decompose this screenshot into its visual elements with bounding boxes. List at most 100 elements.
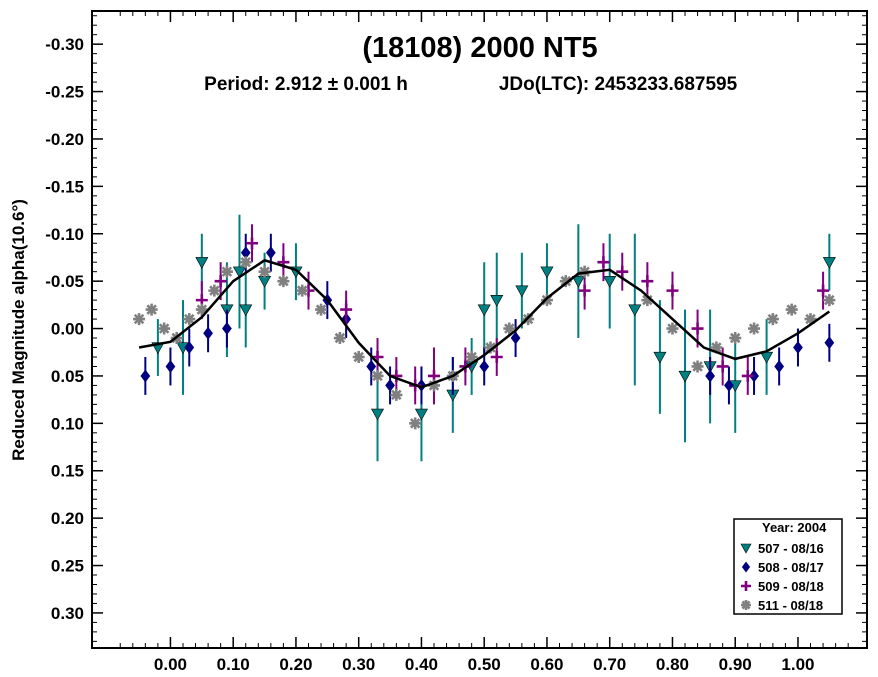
data-point <box>510 331 521 345</box>
data-point <box>515 285 529 298</box>
data-point <box>340 303 353 316</box>
legend-box <box>733 518 843 615</box>
fit-curve-line <box>138 258 831 389</box>
data-point <box>716 360 729 373</box>
data-point <box>371 369 384 382</box>
data-point <box>195 303 208 316</box>
data-point <box>333 332 346 345</box>
data-point <box>578 284 591 297</box>
y-tick-label: 0.15 <box>51 462 84 481</box>
data-point <box>133 313 146 326</box>
data-point <box>705 369 715 383</box>
data-point <box>571 276 585 288</box>
data-point <box>258 276 272 288</box>
data-point <box>477 304 491 317</box>
fit-curve <box>138 258 831 389</box>
data-point <box>140 369 151 383</box>
y-tick-label: 0.05 <box>51 367 84 386</box>
data-point <box>774 359 785 373</box>
x-tick-label: 0.20 <box>279 655 312 674</box>
data-point <box>315 303 328 316</box>
x-tick-label: 0.90 <box>719 655 752 674</box>
data-point <box>246 237 259 250</box>
data-point <box>416 378 427 392</box>
data-point <box>559 275 572 288</box>
data-point <box>653 351 667 364</box>
legend-label: 508 - 08/17 <box>758 560 824 575</box>
y-tick-label: 0.25 <box>51 557 84 576</box>
data-point <box>824 336 835 350</box>
data-point <box>203 326 213 340</box>
legend-title: Year: 2004 <box>762 520 827 535</box>
data-point <box>239 304 253 317</box>
series-layer <box>133 214 836 462</box>
legend-items: 507 - 08/16 508 - 08/17 509 - 08/18 511 - 0… <box>740 541 824 613</box>
x-tick-label: 0.00 <box>154 655 187 674</box>
data-point <box>666 322 679 335</box>
data-point <box>603 276 617 288</box>
data-point <box>822 257 836 269</box>
y-tick-label: -0.15 <box>45 177 84 196</box>
data-point <box>479 359 490 373</box>
chart-title: (18108) 2000 NT5 <box>362 32 597 64</box>
data-point <box>490 350 503 363</box>
x-tick-label: 0.60 <box>530 655 563 674</box>
data-point <box>540 266 554 279</box>
data-point <box>409 417 422 430</box>
legend-label: 509 - 08/18 <box>758 579 824 594</box>
data-point <box>710 341 723 354</box>
x-tick-label: 0.70 <box>593 655 626 674</box>
data-point <box>760 351 774 364</box>
data-point <box>265 246 276 260</box>
y-tick-label: -0.05 <box>45 272 84 291</box>
data-point <box>366 359 377 373</box>
data-point <box>371 408 385 421</box>
x-tick-label: 0.40 <box>405 655 438 674</box>
y-axis-label: Reduced Magnitude alpha(10.6°) <box>9 199 28 461</box>
data-point <box>490 295 504 307</box>
data-point <box>641 275 654 288</box>
chart-subtitle-period: Period: 2.912 ± 0.001 h <box>204 74 408 95</box>
data-point <box>165 359 176 373</box>
data-point <box>793 341 803 355</box>
data-point <box>145 303 158 316</box>
x-axis-ticks: 0.00 0.10 0.20 0.30 0.40 0.50 0.60 0.70 0.80 0.90… <box>119 11 849 674</box>
data-point <box>214 275 227 288</box>
data-point <box>678 370 692 383</box>
data-point <box>484 341 497 354</box>
data-point <box>666 284 679 297</box>
series-plus <box>195 224 830 405</box>
y-tick-label: -0.25 <box>45 83 84 102</box>
series-triangle-down <box>151 214 836 462</box>
data-point <box>183 313 196 326</box>
data-point <box>352 350 365 363</box>
y-tick-label: 0.30 <box>51 604 84 623</box>
data-point <box>748 322 761 335</box>
x-tick-label: 0.10 <box>217 655 250 674</box>
y-tick-label: 0.00 <box>51 320 84 339</box>
data-point <box>414 408 428 421</box>
data-point <box>597 256 610 269</box>
data-point <box>628 304 642 317</box>
data-point <box>691 322 704 335</box>
data-point <box>641 294 654 307</box>
data-point <box>823 294 836 307</box>
data-point <box>258 265 271 278</box>
data-point <box>465 350 478 363</box>
data-point <box>208 284 221 297</box>
data-point <box>540 294 553 307</box>
legend-label: 511 - 08/18 <box>758 598 823 613</box>
data-point <box>158 322 171 335</box>
x-tick-label: 0.50 <box>468 655 501 674</box>
data-point <box>724 378 734 392</box>
legend: Year: 2004 507 - 08/16 508 - 08/17 509 - 0… <box>733 518 843 615</box>
x-tick-label: 0.80 <box>656 655 689 674</box>
y-axis-ticks: -0.30 -0.25 -0.20 -0.15 -0.10 -0.05 0.00 0.05 0.… <box>45 15 867 642</box>
data-point <box>804 313 817 326</box>
plot-frame <box>91 10 868 649</box>
data-point <box>277 275 290 288</box>
data-point <box>749 369 759 383</box>
data-point <box>729 332 742 345</box>
data-point <box>503 322 516 335</box>
data-point <box>220 265 233 278</box>
